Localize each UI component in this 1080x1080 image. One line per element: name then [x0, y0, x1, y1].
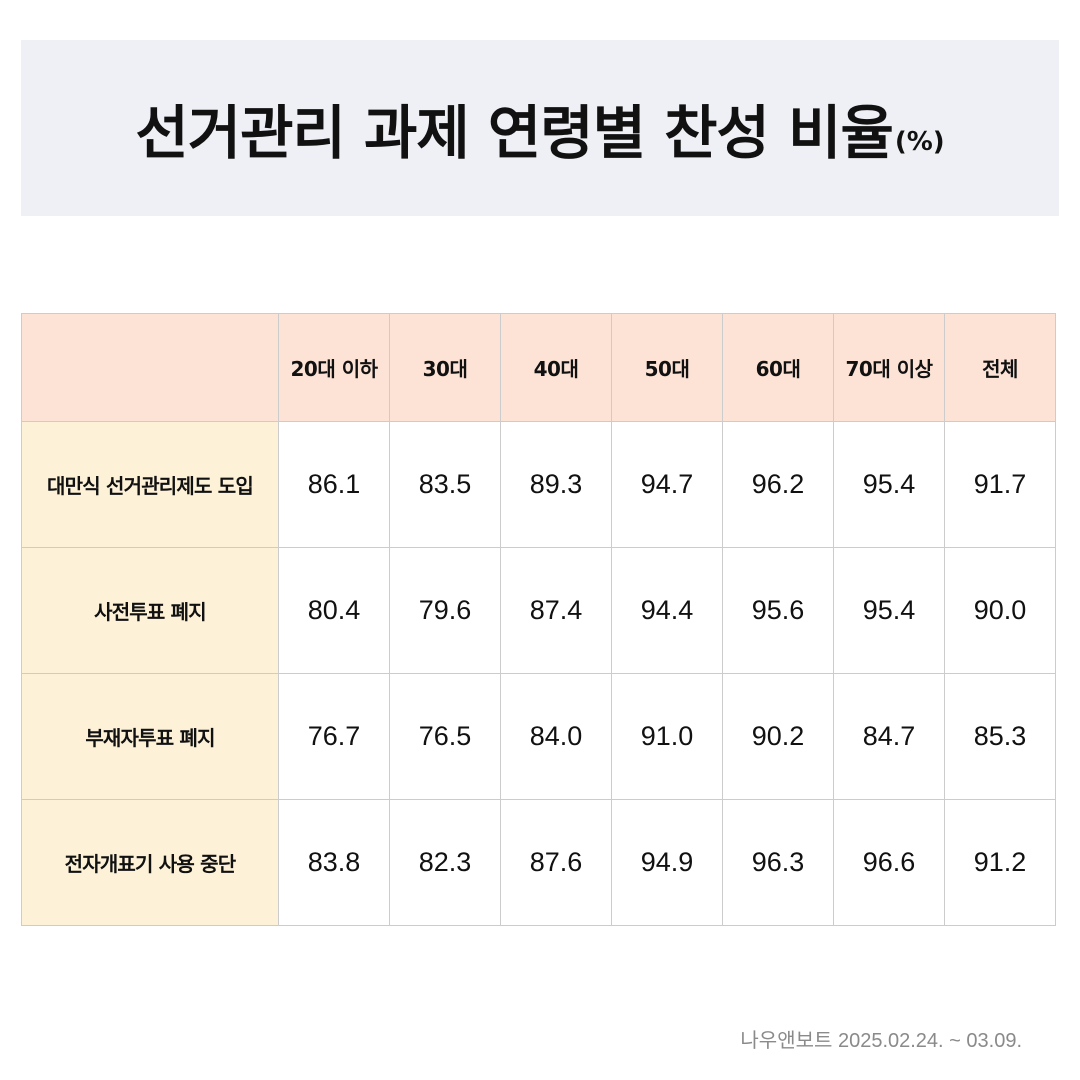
- col-header: 70대 이상: [833, 313, 945, 422]
- value-cell: 80.4: [278, 547, 390, 674]
- value-cell: 87.6: [500, 799, 612, 926]
- value-cell: 94.9: [611, 799, 723, 926]
- col-header: 20대 이하: [278, 313, 390, 422]
- title-banner: 선거관리 과제 연령별 찬성 비율 (%): [21, 40, 1059, 216]
- source-credit: 나우앤보트 2025.02.24. ~ 03.09.: [740, 1030, 1022, 1052]
- value-cell: 86.1: [278, 421, 390, 548]
- col-header: 50대: [611, 313, 723, 422]
- value-cell: 87.4: [500, 547, 612, 674]
- row-header: 대만식 선거관리제도 도입: [21, 421, 279, 548]
- col-header: 전체: [944, 313, 1056, 422]
- value-cell: 83.8: [278, 799, 390, 926]
- value-cell: 94.7: [611, 421, 723, 548]
- value-cell: 90.0: [944, 547, 1056, 674]
- value-cell: 82.3: [389, 799, 501, 926]
- row-header: 전자개표기 사용 중단: [21, 799, 279, 926]
- value-cell: 96.3: [722, 799, 834, 926]
- table-row: 부재자투표 폐지 76.7 76.5 84.0 91.0 90.2 84.7 8…: [21, 673, 1056, 800]
- value-cell: 91.2: [944, 799, 1056, 926]
- value-cell: 95.6: [722, 547, 834, 674]
- col-header: 30대: [389, 313, 501, 422]
- header-row: 20대 이하 30대 40대 50대 60대 70대 이상 전체: [21, 313, 1056, 422]
- value-cell: 85.3: [944, 673, 1056, 800]
- value-cell: 91.7: [944, 421, 1056, 548]
- table-row: 전자개표기 사용 중단 83.8 82.3 87.6 94.9 96.3 96.…: [21, 799, 1056, 926]
- chart-title-unit: (%): [894, 127, 945, 157]
- approval-table: 20대 이하 30대 40대 50대 60대 70대 이상 전체 대만식 선거관…: [21, 313, 1056, 926]
- value-cell: 96.6: [833, 799, 945, 926]
- value-cell: 76.5: [389, 673, 501, 800]
- value-cell: 91.0: [611, 673, 723, 800]
- value-cell: 96.2: [722, 421, 834, 548]
- chart-title: 선거관리 과제 연령별 찬성 비율: [135, 99, 893, 167]
- value-cell: 79.6: [389, 547, 501, 674]
- value-cell: 84.0: [500, 673, 612, 800]
- value-cell: 95.4: [833, 421, 945, 548]
- value-cell: 76.7: [278, 673, 390, 800]
- value-cell: 94.4: [611, 547, 723, 674]
- col-header: 60대: [722, 313, 834, 422]
- row-header: 부재자투표 폐지: [21, 673, 279, 800]
- row-header: 사전투표 폐지: [21, 547, 279, 674]
- table-row: 대만식 선거관리제도 도입 86.1 83.5 89.3 94.7 96.2 9…: [21, 421, 1056, 548]
- value-cell: 95.4: [833, 547, 945, 674]
- corner-cell: [21, 313, 279, 422]
- col-header: 40대: [500, 313, 612, 422]
- value-cell: 90.2: [722, 673, 834, 800]
- value-cell: 83.5: [389, 421, 501, 548]
- table-row: 사전투표 폐지 80.4 79.6 87.4 94.4 95.6 95.4 90…: [21, 547, 1056, 674]
- value-cell: 89.3: [500, 421, 612, 548]
- value-cell: 84.7: [833, 673, 945, 800]
